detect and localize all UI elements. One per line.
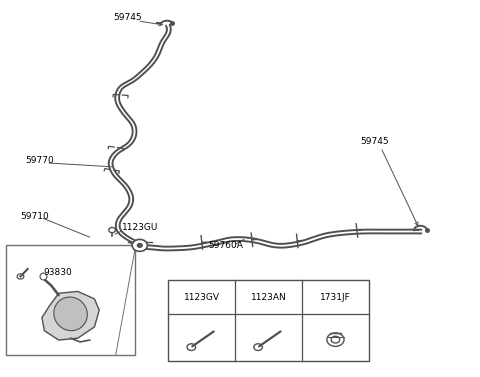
Circle shape	[331, 336, 340, 343]
Circle shape	[254, 344, 263, 351]
Circle shape	[109, 227, 116, 233]
Circle shape	[132, 239, 147, 251]
Bar	[6, 245, 135, 355]
Text: 1731JF: 1731JF	[320, 293, 351, 302]
Text: 1123GU: 1123GU	[121, 224, 158, 232]
Text: 59745: 59745	[114, 13, 142, 22]
Text: 93830: 93830	[43, 268, 72, 277]
Circle shape	[17, 274, 24, 279]
Text: 1123AN: 1123AN	[251, 293, 287, 302]
Text: 59710: 59710	[21, 212, 49, 221]
Text: 59760A: 59760A	[208, 241, 243, 250]
Text: 1123GV: 1123GV	[184, 293, 220, 302]
Circle shape	[137, 244, 142, 247]
Polygon shape	[42, 291, 99, 340]
Circle shape	[187, 344, 196, 351]
Circle shape	[327, 333, 344, 346]
Text: 59770: 59770	[25, 156, 54, 165]
Ellipse shape	[54, 297, 87, 331]
Bar	[168, 280, 369, 361]
Text: 59745: 59745	[361, 137, 389, 146]
